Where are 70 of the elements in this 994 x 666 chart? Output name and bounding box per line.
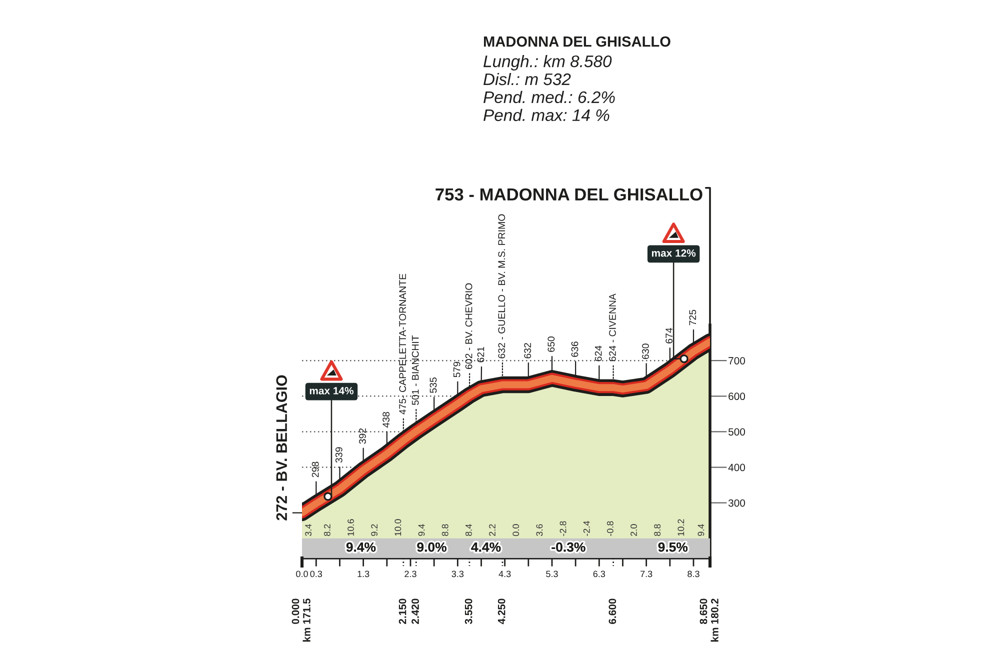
data-label: 725	[689, 310, 696, 326]
x-tick-label: 6.3	[593, 570, 606, 578]
x-tick-label: 7.3	[640, 570, 652, 578]
data-label: 438	[382, 412, 390, 428]
annotation: 8.2	[324, 524, 330, 536]
data-label: 624	[594, 346, 602, 362]
annotation: 9.0%	[417, 542, 446, 552]
data-label: 298	[312, 462, 319, 478]
x-tick-label: 4.3	[498, 570, 511, 578]
annotation: 9.4	[698, 524, 704, 536]
data-label: 674	[666, 328, 673, 344]
annotation: 4.4%	[471, 542, 501, 552]
chart-subtitle: Lungh.: km 8.580 Disl.: m 532 Pend. med.: 6.2% Pend. max: 14 %	[484, 55, 615, 122]
y-tick-label: 400	[728, 464, 746, 472]
annotation: 3.6	[536, 524, 543, 536]
x-tick-label: 5.3	[546, 570, 558, 578]
annotation: 9.4%	[346, 542, 376, 552]
annotation: 8.8	[442, 524, 448, 536]
x-tick-label: 3.3	[452, 570, 464, 578]
annotation: 10.2	[678, 519, 684, 536]
data-label: 392	[359, 428, 366, 444]
annotation: -0.3%	[552, 542, 586, 552]
annotation: 8.8	[654, 524, 661, 536]
x2-tick-label: 2.420	[412, 598, 419, 624]
annotation: 9.4	[418, 524, 425, 536]
data-label: 632 - GUELLO - BV. M.S. PRIMO	[498, 214, 506, 358]
annotation: 2.0	[630, 524, 637, 536]
annotation: 9.2	[371, 524, 378, 536]
data-label: 632	[524, 343, 532, 358]
chart-title: MADONNA DEL GHISALLO	[484, 36, 670, 47]
data-label: 621	[477, 346, 484, 362]
annotation: 3.4	[305, 524, 312, 536]
data-label: 339	[335, 447, 342, 463]
x2-tick-label: 6.600	[608, 598, 616, 624]
annotation: max 12%	[652, 249, 696, 257]
data-label: 475- CAPPELETTA-TORNANTE	[399, 274, 406, 414]
annotation: 10.0	[394, 519, 402, 536]
y-tick-label: 700	[728, 357, 746, 364]
x-tick-label: 2.3	[404, 570, 416, 578]
annotation: max 14%	[310, 387, 354, 394]
annotation: 8.4	[465, 524, 472, 536]
y-tick-label: 500	[728, 428, 746, 436]
data-label: 636	[571, 342, 578, 357]
x-tick-label: 1.3	[358, 570, 370, 578]
data-label: 753 - MADONNA DEL GHISALLO	[436, 188, 702, 201]
x-tick-label: 8.3	[688, 570, 700, 578]
data-label: 650	[548, 336, 555, 352]
annotation: 2.2	[489, 524, 496, 536]
x2-tick-label: 4.250	[498, 598, 506, 624]
annotation: -0.8	[606, 521, 614, 536]
data-label: 579	[453, 362, 460, 378]
data-label: 501 - BIANCHIT	[412, 335, 419, 405]
annotation: 0.0	[512, 524, 520, 536]
data-label: 272 - BV. BELLAGIO	[276, 375, 288, 520]
x2-tick-label: 3.550	[464, 598, 472, 624]
x2-tick-label: 8.650 km 180.2	[700, 598, 718, 642]
x2-tick-label: 2.150	[398, 598, 406, 624]
y-tick-label: 300	[728, 499, 746, 507]
annotation: 9.5%	[658, 542, 688, 552]
x-tick-label: 0.3	[310, 570, 322, 578]
x-tick-label: 0.0	[296, 570, 308, 578]
data-label: 630	[642, 344, 649, 360]
x2-tick-label: 0.000 km 171.5	[292, 598, 310, 642]
data-label: 535	[430, 377, 437, 393]
data-label: 602 - BV. CHEVRIO	[465, 283, 472, 369]
annotation: -2.4	[583, 521, 590, 536]
annotation: -2.8	[560, 521, 566, 536]
y-tick-label: 600	[728, 392, 746, 400]
annotation: 10.6	[348, 519, 354, 536]
data-label: 624 - CIVENNA	[609, 294, 616, 362]
